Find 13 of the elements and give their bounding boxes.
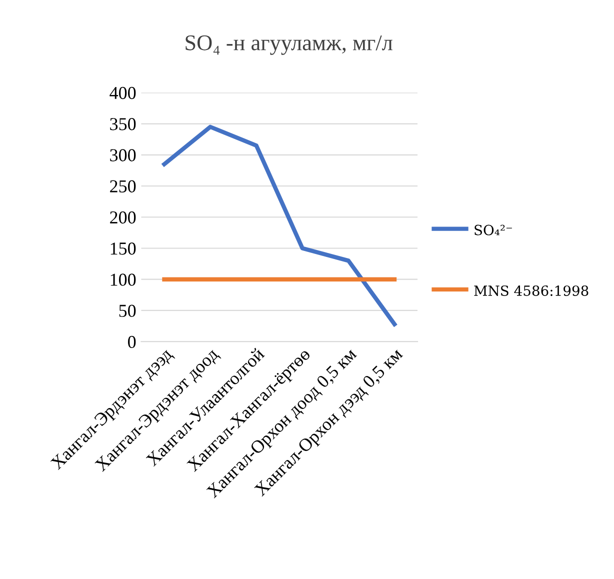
y-tick-label: 350 <box>110 118 136 130</box>
y-tick-label: 250 <box>110 180 136 192</box>
y-tick-label: 400 <box>110 86 136 100</box>
y-tick-label: 300 <box>110 149 136 162</box>
legend-label: MNS 4586:1998 <box>474 285 588 296</box>
y-tick-label: 0 <box>128 336 136 348</box>
y-tick-label: 150 <box>110 242 136 255</box>
y-tick-label: 200 <box>110 211 136 224</box>
y-tick-label: 50 <box>119 304 136 317</box>
line-series <box>162 124 397 326</box>
legend-label: SO₄²⁻ <box>474 224 512 236</box>
chart-title: SO₄ -н агууламж, мг/л <box>186 35 392 55</box>
y-tick-label: 100 <box>110 274 136 286</box>
